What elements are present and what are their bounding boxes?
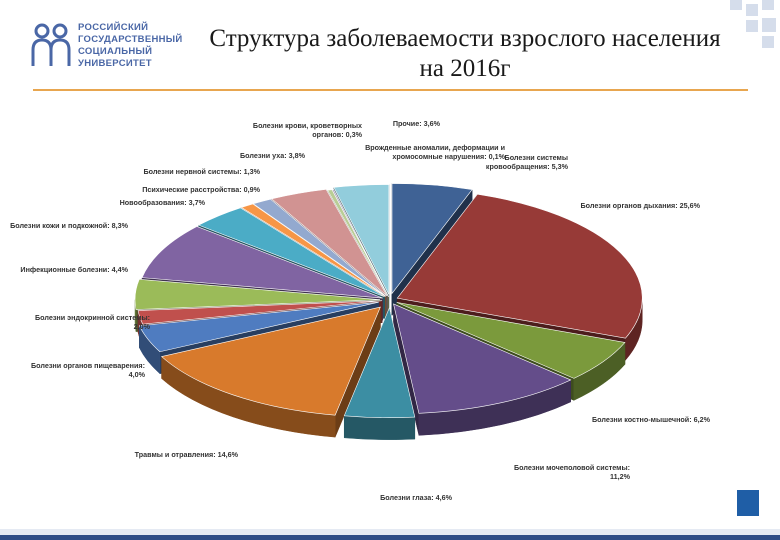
page-title: Структура заболеваемости взрослого насел… — [209, 25, 721, 82]
slice-label: Болезни уха: 3,8% — [240, 151, 306, 160]
pie-slice-болезни-глаза — [343, 306, 416, 418]
pie-slice-болезни-нервной-системы — [252, 198, 387, 297]
pie-slice-врожденные-аномалии-деформации-и-хромосомные-нарушения — [331, 189, 389, 297]
pie-slice-инфекционные-болезни — [134, 278, 381, 310]
pie-slice-side — [343, 415, 416, 440]
slice-label: Врожденные аномалии, деформации и хромосо… — [365, 143, 506, 161]
logo-line-1: РОССИЙСКИЙ — [78, 22, 149, 33]
pie-slice-болезни-эндокринной-системы — [137, 300, 383, 325]
slice-label: Болезни костно-мышечной: 6,2% — [592, 415, 711, 424]
pie-slice-болезни-костно-мышечной — [396, 302, 626, 379]
slice-label: Инфекционные болезни: 4,4% — [20, 265, 128, 274]
slice-label: Болезни органов пищеварения: 4,0% — [31, 361, 146, 379]
slice-label: Болезни органов дыхания: 25,6% — [580, 201, 700, 210]
pie-slice-болезни-мочеполовой-системы — [393, 303, 572, 414]
slice-label: Болезни эндокринной системы: 2,0% — [35, 313, 151, 331]
slice-label: Болезни системы кровообращения: 5,3% — [486, 153, 569, 171]
logo-text: РОССИЙСКИЙ ГОСУДАРСТВЕННЫЙ СОЦИАЛЬНЫЙ УН… — [78, 22, 198, 70]
logo-line-2: ГОСУДАРСТВЕННЫЙ — [78, 34, 183, 45]
corner-decoration — [720, 0, 780, 50]
pie-slice-травмы-и-отравления — [160, 306, 381, 416]
slice-label: Болезни мочеполовой системы: 11,2% — [514, 463, 631, 481]
pie-labels: Болезни системы кровообращения: 5,3% Болез… — [10, 119, 711, 502]
pie-slice-болезни-органов-дыхания — [396, 193, 643, 339]
university-logo: РОССИЙСКИЙ ГОСУДАРСТВЕННЫЙ СОЦИАЛЬНЫЙ УН… — [30, 22, 190, 72]
pie-slice-болезни-системы-кровообращения — [391, 183, 473, 295]
slice-label: Болезни крови, кроветворных органов: 0,3% — [253, 121, 363, 139]
pie-slice-новообразования — [197, 207, 385, 298]
slice-label: Болезни нервной системы: 1,3% — [143, 167, 260, 176]
slice-label: Болезни глаза: 4,6% — [380, 493, 452, 502]
footer-bar — [0, 529, 780, 540]
footer-square — [737, 490, 759, 516]
logo-line-4: УНИВЕРСИТЕТ — [78, 58, 152, 69]
logo-people-icon — [31, 23, 71, 66]
slice-label: Психические расстройства: 0,9% — [142, 185, 260, 194]
slice-label: Новообразования: 3,7% — [120, 198, 206, 207]
logo-line-3: СОЦИАЛЬНЫЙ — [78, 46, 153, 57]
pie-slice-болезни-органов-пищеварения — [138, 301, 379, 353]
pie-slice-прочие — [333, 184, 390, 295]
slice-label: Болезни кожи и подкожной: 8,3% — [10, 221, 129, 230]
pie-slice-болезни-кожи-и-подкожной — [141, 226, 383, 299]
slice-label: Травмы и отравления: 14,6% — [135, 450, 239, 459]
pie-slice-психические-расстройства — [240, 203, 386, 297]
pie-tops — [134, 183, 643, 418]
pie-slice-болезни-уха — [271, 189, 388, 297]
slice-label: Прочие: 3,6% — [393, 119, 441, 128]
accent-divider — [33, 89, 748, 91]
